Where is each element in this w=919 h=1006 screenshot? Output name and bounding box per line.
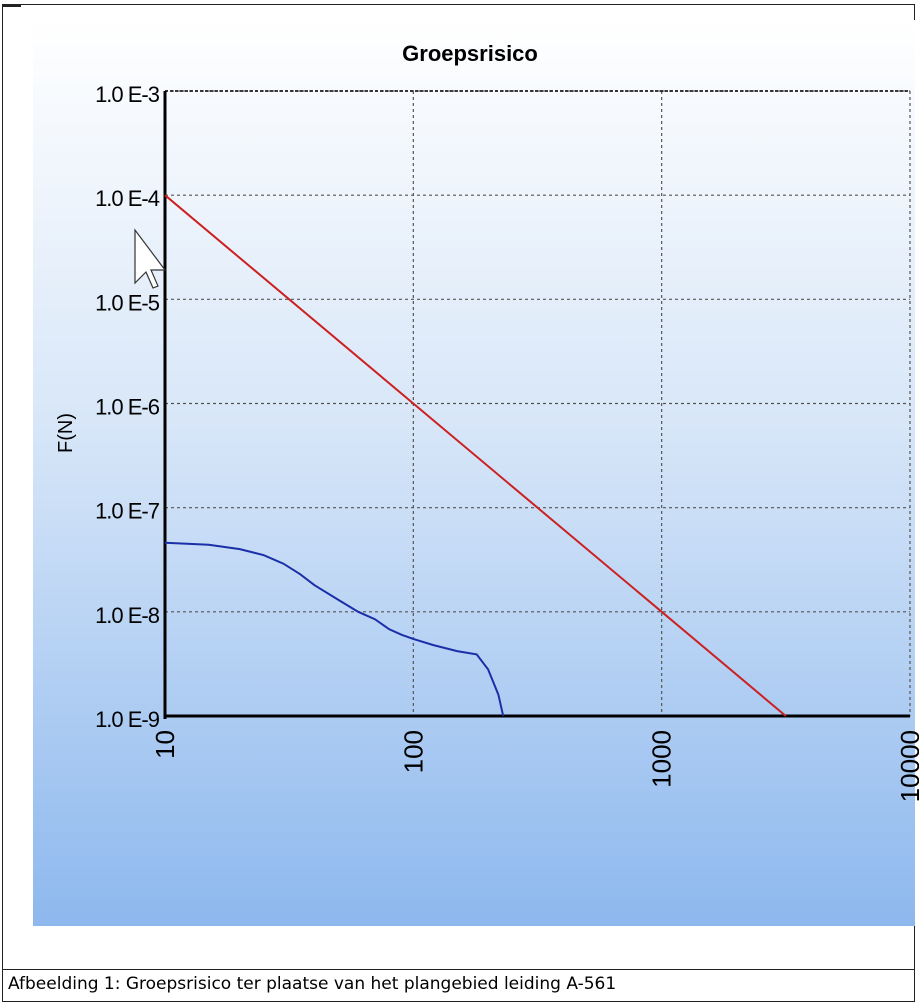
series-line-2 (164, 541, 505, 717)
chart-title: Groepsrisico (402, 41, 538, 66)
x-tick-label: 10000 (895, 730, 919, 802)
chart: Groepsrisico F(N) 1.0 E-31.0 E-41.0 E-51… (33, 20, 919, 926)
tick-labels: 1.0 E-3 1.0 E-4 1.0 E-5 1.0 E-6 1.0 E-7 1.0 E… (95, 82, 919, 802)
y-tick-label: 1.0 E-4 (95, 186, 160, 211)
y-tick-label: 1.0 E-7 (95, 499, 160, 524)
y-tick-label: 1.0 E-8 (95, 603, 160, 628)
x-tick-label: 1000 (647, 730, 677, 788)
x-tick-label: 100 (398, 730, 428, 773)
series-group (164, 194, 787, 717)
y-tick-label: 1.0 E-9 (95, 707, 160, 732)
y-axis-label: F(N) (55, 413, 77, 453)
x-tick-label: 10 (150, 730, 180, 759)
y-tick-label: 1.0 E-3 (95, 82, 160, 107)
series-line-1 (164, 194, 787, 717)
figure-caption: Afbeelding 1: Groepsrisico ter plaatse v… (8, 974, 617, 994)
mouse-cursor-icon (134, 228, 167, 289)
y-tick-label: 1.0 E-6 (95, 395, 160, 420)
caption-divider (2, 969, 915, 970)
chart-background (33, 20, 915, 926)
frame-corner-mark (3, 5, 21, 7)
y-tick-label: 1.0 E-5 (95, 290, 160, 315)
